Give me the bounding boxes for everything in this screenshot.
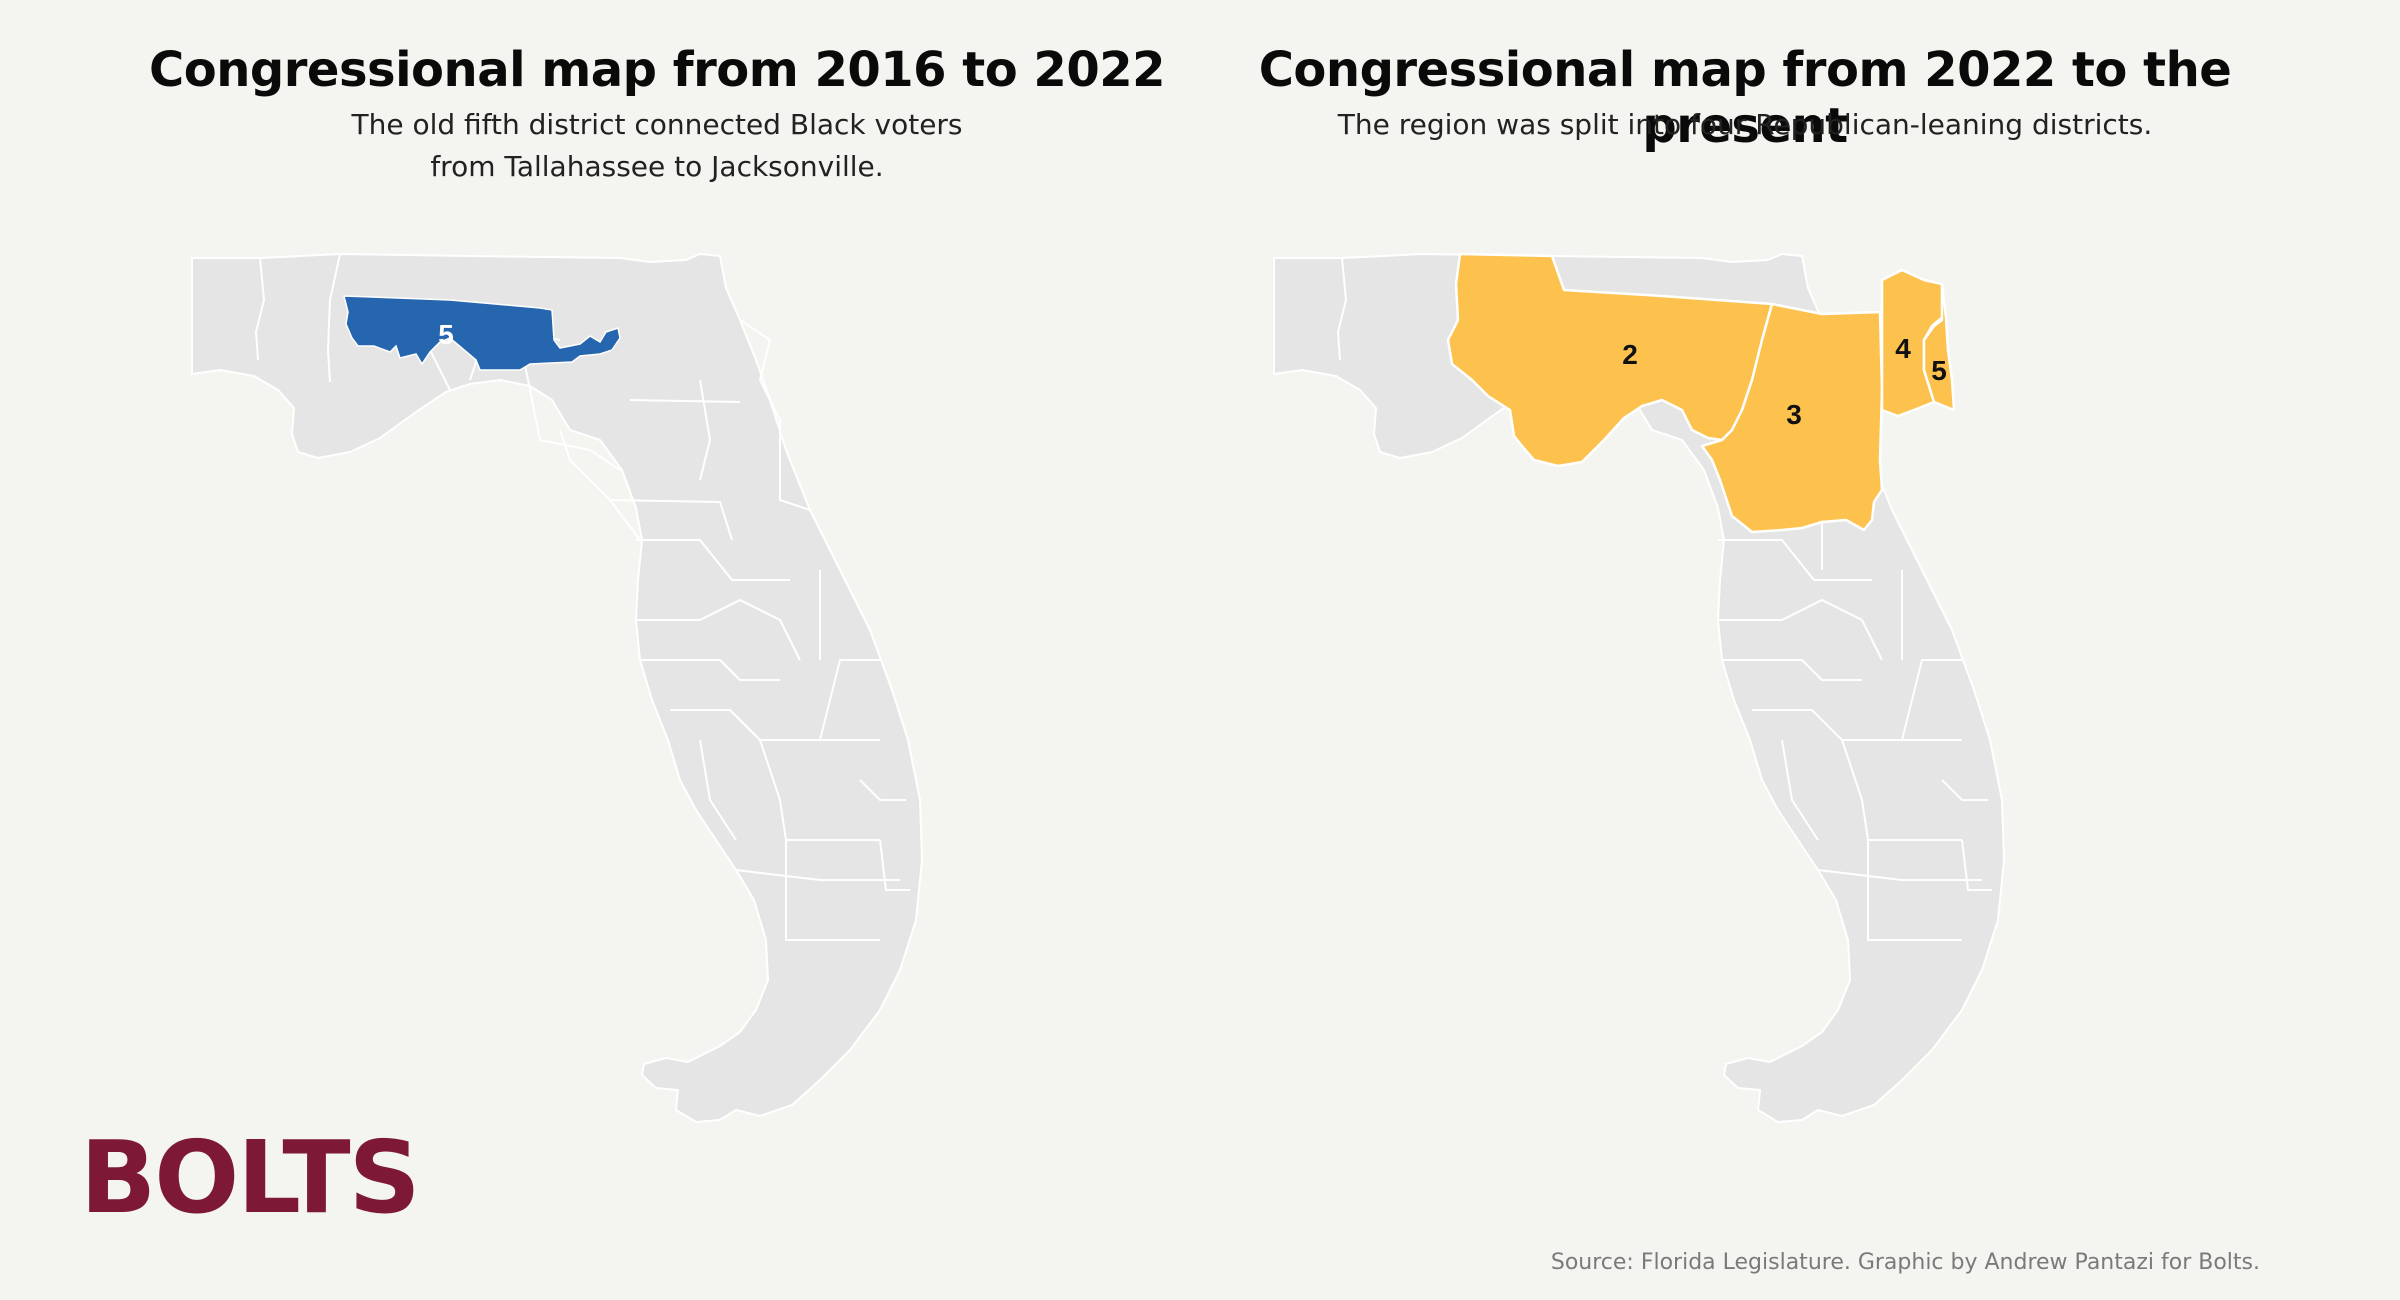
florida-state-shape — [191, 253, 923, 1123]
left-map-subtitle-line-2: from Tallahassee to Jacksonville. — [430, 150, 884, 183]
left-map-subtitle: The old fifth district connected Black v… — [107, 104, 1207, 188]
district-5-new — [1922, 282, 1956, 412]
right-map-title: Congressional map from 2022 to the prese… — [1258, 42, 2232, 154]
right-map-subtitle: The region was split into four Republica… — [1337, 108, 2153, 141]
florida-map-2016-2022: 5 — [191, 253, 923, 1123]
district-label-5-new: 5 — [1931, 355, 1947, 386]
florida-map-2022-present: 2 3 4 5 — [1273, 252, 2005, 1123]
bolts-logo: BOLTS — [80, 1119, 421, 1236]
district-3-new — [1700, 302, 1884, 534]
district-label-3-new: 3 — [1786, 399, 1802, 430]
left-map-title: Congressional map from 2016 to 2022 — [148, 42, 1166, 98]
district-label-2-new: 2 — [1622, 339, 1638, 370]
source-credit: Source: Florida Legislature. Graphic by … — [1550, 1250, 2260, 1275]
district-5-old — [343, 295, 621, 371]
district-label-5-old: 5 — [438, 319, 454, 350]
left-map-subtitle-line-1: The old fifth district connected Black v… — [351, 108, 963, 141]
district-label-4-new: 4 — [1895, 333, 1911, 364]
